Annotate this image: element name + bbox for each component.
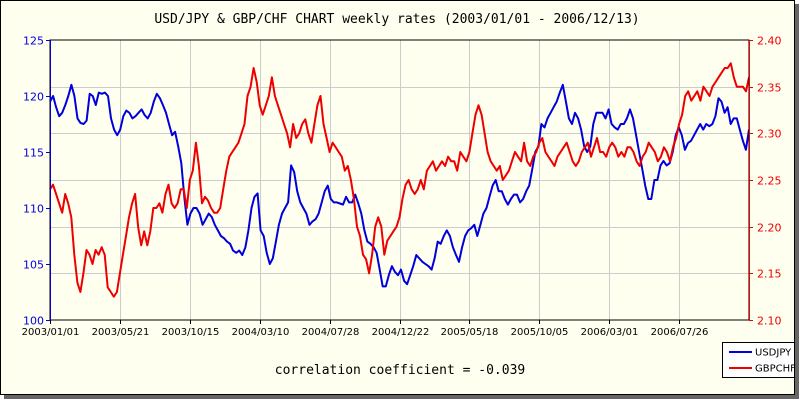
x-axis: 2003/01/01 2003/05/21 2003/10/15 2004/03/10… xyxy=(22,320,709,338)
x-tick-label: 2006/03/01 xyxy=(581,327,639,338)
left-y-axis: 100 105 110 115 120 125 xyxy=(23,35,51,328)
x-tick-label: 2003/10/15 xyxy=(162,327,220,338)
legend-label-gbpchf: GBPCHF xyxy=(755,364,796,375)
chart-title: USD/JPY & GBP/CHF CHART weekly rates (20… xyxy=(154,12,639,27)
x-tick-label: 2004/12/22 xyxy=(372,327,430,338)
legend: USDJPY GBPCHF xyxy=(722,342,796,378)
right-y-tick-label: 2.35 xyxy=(757,82,782,95)
right-y-axis: 2.10 2.15 2.20 2.25 2.30 2.35 2.40 xyxy=(749,35,782,328)
x-tick-label: 2003/01/01 xyxy=(22,327,80,338)
series-line-usdjpy xyxy=(49,83,750,288)
left-y-tick-label: 110 xyxy=(23,203,44,216)
left-y-tick-label: 105 xyxy=(23,259,44,272)
right-y-tick-label: 2.10 xyxy=(757,315,782,328)
x-tick-label: 2003/05/21 xyxy=(92,327,150,338)
series-line-gbpchf xyxy=(49,62,750,298)
legend-box xyxy=(722,342,795,378)
right-y-tick-label: 2.40 xyxy=(757,35,782,48)
x-tick-label: 2005/10/05 xyxy=(511,327,569,338)
x-tick-label: 2004/03/10 xyxy=(232,327,290,338)
x-tick-label: 2005/05/18 xyxy=(441,327,499,338)
right-y-tick-label: 2.30 xyxy=(757,128,782,141)
series-lines xyxy=(49,62,750,298)
legend-label-usdjpy: USDJPY xyxy=(755,348,792,359)
x-tick-label: 2006/07/26 xyxy=(651,327,709,338)
left-y-tick-label: 115 xyxy=(23,147,44,160)
right-y-tick-label: 2.20 xyxy=(757,222,782,235)
x-tick-label: 2004/07/28 xyxy=(302,327,360,338)
left-y-tick-label: 100 xyxy=(23,315,44,328)
right-y-tick-label: 2.15 xyxy=(757,268,782,281)
correlation-annotation: correlation coefficient = -0.039 xyxy=(275,363,525,378)
right-y-tick-label: 2.25 xyxy=(757,175,782,188)
left-y-tick-label: 125 xyxy=(23,35,44,48)
left-y-tick-label: 120 xyxy=(23,91,44,104)
